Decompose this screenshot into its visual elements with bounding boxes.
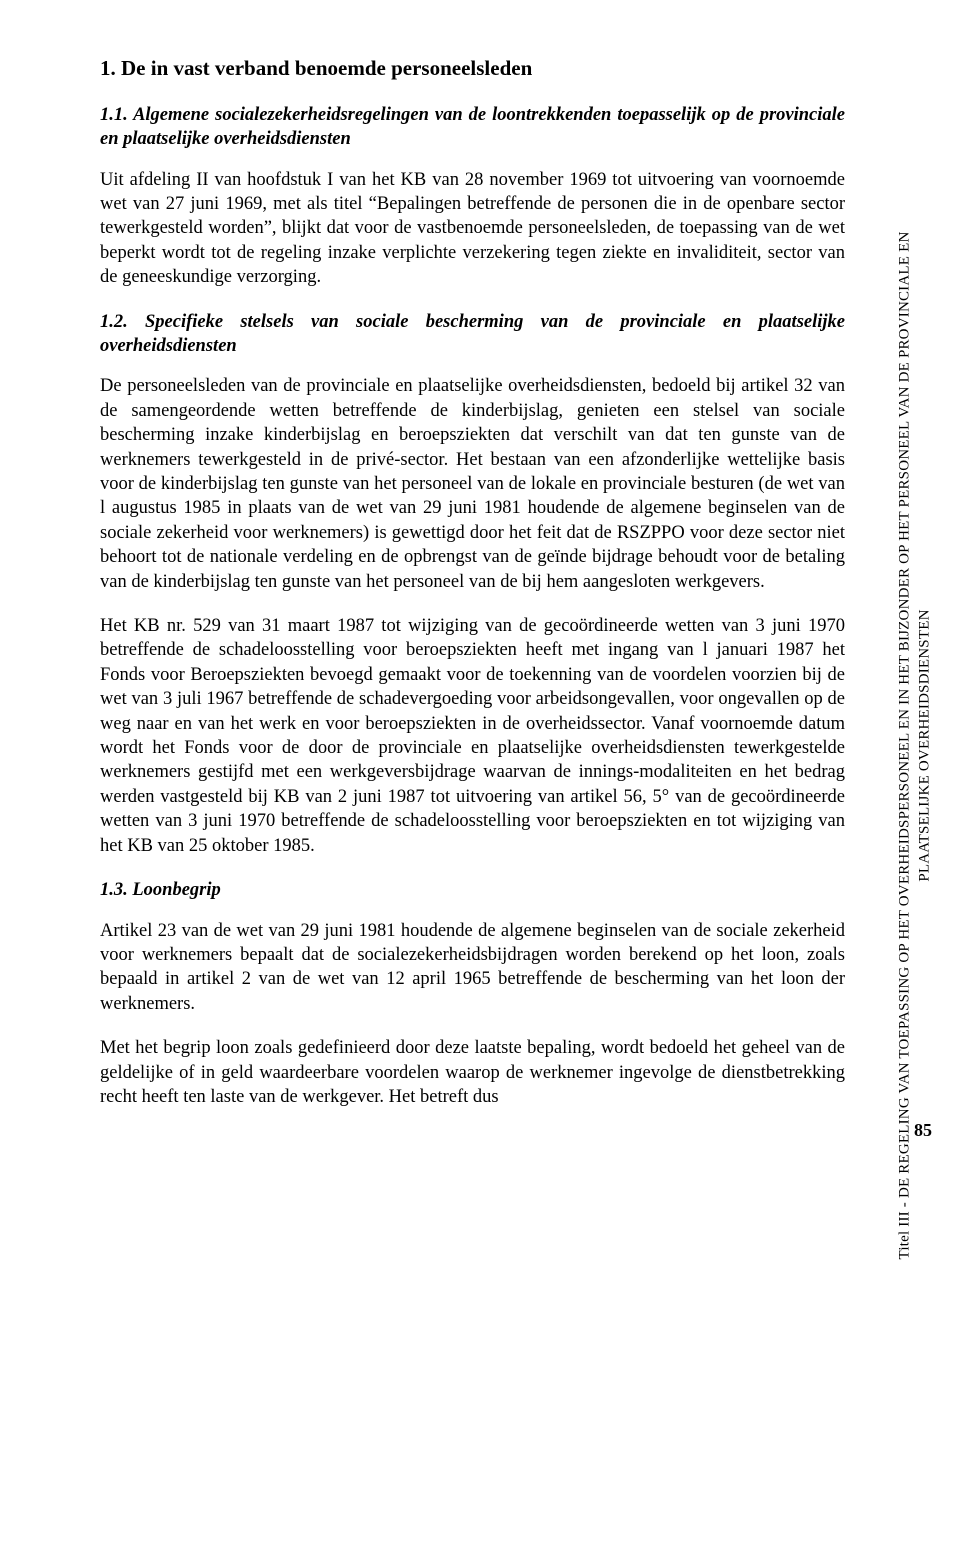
section-heading-1: 1. De in vast verband benoemde personeel…	[100, 55, 845, 83]
paragraph-1: Uit afdeling II van hoofdstuk I van het …	[100, 168, 845, 290]
paragraph-3: Het KB nr. 529 van 31 maart 1987 tot wij…	[100, 614, 845, 858]
document-page: Titel III - DE REGELING VAN TOEPASSING O…	[0, 0, 960, 1159]
paragraph-4: Artikel 23 van de wet van 29 juni 1981 h…	[100, 919, 845, 1017]
main-content: 1. De in vast verband benoemde personeel…	[100, 55, 845, 1109]
side-running-title: Titel III - DE REGELING VAN TOEPASSING O…	[895, 55, 935, 1435]
section-heading-1-3: 1.3. Loonbegrip	[100, 878, 845, 902]
side-title-text: Titel III - DE REGELING VAN TOEPASSING O…	[896, 231, 935, 1259]
side-title-line2: PLAATSELIJKE OVERHEIDSDIENSTEN	[916, 609, 932, 881]
section-heading-1-2: 1.2. Specifieke stelsels van sociale bes…	[100, 310, 845, 359]
paragraph-5: Met het begrip loon zoals gedefinieerd d…	[100, 1036, 845, 1109]
page-number: 85	[914, 1120, 932, 1141]
side-title-line1: Titel III - DE REGELING VAN TOEPASSING O…	[897, 231, 913, 1259]
section-heading-1-1: 1.1. Algemene socialezekerheidsregelinge…	[100, 103, 845, 152]
paragraph-2: De personeelsleden van de provinciale en…	[100, 374, 845, 594]
